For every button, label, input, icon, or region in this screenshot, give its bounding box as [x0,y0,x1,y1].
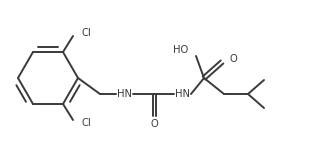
Text: Cl: Cl [82,28,92,38]
Text: HO: HO [173,45,188,55]
Text: HN: HN [175,89,190,99]
Text: Cl: Cl [82,118,92,128]
Text: O: O [150,119,158,129]
Text: HN: HN [116,89,131,99]
Text: O: O [230,54,238,64]
